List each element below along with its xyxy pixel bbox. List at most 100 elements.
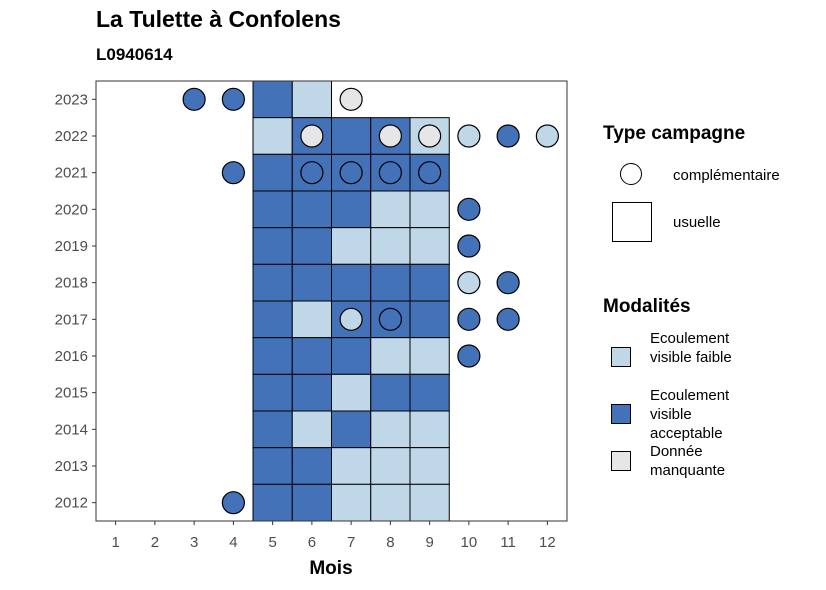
y-tick-label: 2016 bbox=[55, 348, 88, 365]
cell-2019-7-ecoulement-visible-faible bbox=[331, 227, 372, 265]
cell-2022-5-ecoulement-visible-faible bbox=[252, 117, 293, 155]
y-tick-label: 2015 bbox=[55, 385, 88, 402]
point-2020-10-ecoulement-visible-acceptable bbox=[457, 197, 481, 221]
cell-2018-6-ecoulement-visible-acceptable bbox=[291, 263, 332, 302]
chart-subtitle: L0940614 bbox=[96, 45, 173, 64]
point-2021-6-ecoulement-visible-acceptable bbox=[300, 161, 324, 185]
cell-2013-8-ecoulement-visible-faible bbox=[370, 447, 411, 485]
cell-2023-6-ecoulement-visible-faible bbox=[291, 80, 332, 119]
point-2022-6-donnee-manquante bbox=[300, 124, 324, 148]
y-tick-label: 2017 bbox=[55, 311, 88, 328]
cell-2014-9-ecoulement-visible-faible bbox=[409, 410, 450, 449]
point-2012-4-ecoulement-visible-acceptable bbox=[221, 491, 245, 515]
cell-2014-8-ecoulement-visible-faible bbox=[370, 410, 411, 449]
cell-2016-7-ecoulement-visible-acceptable bbox=[331, 337, 372, 375]
y-tick-label: 2014 bbox=[55, 421, 88, 438]
y-tick-label: 2022 bbox=[55, 128, 88, 145]
point-2023-3-ecoulement-visible-acceptable bbox=[182, 87, 206, 111]
y-tick-label: 2018 bbox=[55, 275, 88, 292]
x-tick-label: 6 bbox=[308, 534, 316, 551]
x-tick-label: 8 bbox=[386, 534, 394, 551]
cell-2016-8-ecoulement-visible-faible bbox=[370, 337, 411, 375]
point-2021-4-ecoulement-visible-acceptable bbox=[221, 161, 245, 185]
usuelle-cells bbox=[252, 80, 450, 522]
cell-2016-9-ecoulement-visible-faible bbox=[409, 337, 450, 375]
cell-2013-9-ecoulement-visible-faible bbox=[409, 447, 450, 485]
point-2023-7-donnee-manquante bbox=[339, 87, 363, 111]
cell-2016-6-ecoulement-visible-acceptable bbox=[291, 337, 332, 375]
legend-key-faible bbox=[611, 347, 631, 367]
x-tick-label: 2 bbox=[151, 534, 159, 551]
cell-2015-7-ecoulement-visible-faible bbox=[331, 373, 372, 412]
cell-2015-5-ecoulement-visible-acceptable bbox=[252, 373, 293, 412]
point-2022-12-ecoulement-visible-faible bbox=[535, 124, 559, 148]
point-2016-10-ecoulement-visible-acceptable bbox=[457, 344, 481, 368]
cell-2020-9-ecoulement-visible-faible bbox=[409, 190, 450, 229]
cell-2020-8-ecoulement-visible-faible bbox=[370, 190, 411, 229]
cell-2016-5-ecoulement-visible-acceptable bbox=[252, 337, 293, 375]
legend-type-title: Type campagne bbox=[603, 123, 746, 144]
y-tick-label: 2023 bbox=[55, 91, 88, 108]
y-axis: 2012 2013 2014 2015 2016 2017 2018 2019 2020 2021… bbox=[55, 91, 96, 512]
x-tick-label: 12 bbox=[539, 534, 556, 551]
legend-square-icon bbox=[612, 202, 652, 242]
cell-2020-6-ecoulement-visible-acceptable bbox=[291, 190, 332, 229]
cell-2014-6-ecoulement-visible-faible bbox=[291, 410, 332, 449]
point-2017-11-ecoulement-visible-acceptable bbox=[496, 307, 520, 331]
x-tick-label: 3 bbox=[190, 534, 198, 551]
legend-label-acceptable: Ecoulement visible acceptable bbox=[650, 387, 730, 442]
cell-2015-9-ecoulement-visible-acceptable bbox=[409, 373, 450, 412]
cell-2019-5-ecoulement-visible-acceptable bbox=[252, 227, 293, 265]
plot-panel-border bbox=[95, 80, 568, 522]
y-tick-label: 2021 bbox=[55, 165, 88, 182]
cell-2013-7-ecoulement-visible-faible bbox=[331, 447, 372, 485]
cell-2023-5-ecoulement-visible-acceptable bbox=[252, 80, 293, 119]
cell-2015-8-ecoulement-visible-acceptable bbox=[370, 373, 411, 412]
cell-2018-9-ecoulement-visible-acceptable bbox=[409, 263, 450, 302]
cell-2013-5-ecoulement-visible-acceptable bbox=[252, 447, 293, 485]
point-2017-7-ecoulement-visible-faible bbox=[339, 307, 363, 331]
x-tick-label: 4 bbox=[229, 534, 237, 551]
point-2018-10-ecoulement-visible-faible bbox=[457, 271, 481, 295]
cell-2014-5-ecoulement-visible-acceptable bbox=[252, 410, 293, 449]
cell-2012-7-ecoulement-visible-faible bbox=[331, 483, 372, 522]
cell-2012-8-ecoulement-visible-faible bbox=[370, 483, 411, 522]
x-tick-label: 5 bbox=[268, 534, 276, 551]
cell-2020-7-ecoulement-visible-acceptable bbox=[331, 190, 372, 229]
point-2018-11-ecoulement-visible-acceptable bbox=[496, 271, 520, 295]
legend-label-manquante: Donnée manquante bbox=[650, 443, 726, 479]
cell-2019-6-ecoulement-visible-acceptable bbox=[291, 227, 332, 265]
legend-key-acceptable bbox=[611, 404, 631, 424]
cell-2014-7-ecoulement-visible-acceptable bbox=[331, 410, 372, 449]
x-tick-label: 1 bbox=[111, 534, 119, 551]
cell-2020-5-ecoulement-visible-acceptable bbox=[252, 190, 293, 229]
x-tick-label: 9 bbox=[425, 534, 433, 551]
point-2023-4-ecoulement-visible-acceptable bbox=[221, 87, 245, 111]
cell-2019-8-ecoulement-visible-faible bbox=[370, 227, 411, 265]
point-2021-9-ecoulement-visible-acceptable bbox=[418, 161, 442, 185]
point-2021-8-ecoulement-visible-acceptable bbox=[378, 161, 402, 185]
cell-2018-5-ecoulement-visible-acceptable bbox=[252, 263, 293, 302]
cell-2018-7-ecoulement-visible-acceptable bbox=[331, 263, 372, 302]
x-axis: 1 2 3 4 5 6 7 8 9 10 11 12 bbox=[111, 521, 556, 551]
point-2017-8-ecoulement-visible-acceptable bbox=[378, 307, 402, 331]
cell-2015-6-ecoulement-visible-acceptable bbox=[291, 373, 332, 412]
cell-2018-8-ecoulement-visible-acceptable bbox=[370, 263, 411, 302]
legend-circle-icon bbox=[620, 163, 642, 185]
chart-title: La Tulette à Confolens bbox=[96, 6, 341, 32]
point-2022-9-donnee-manquante bbox=[418, 124, 442, 148]
point-2022-11-ecoulement-visible-acceptable bbox=[496, 124, 520, 148]
cell-2017-5-ecoulement-visible-acceptable bbox=[252, 300, 293, 339]
point-2019-10-ecoulement-visible-acceptable bbox=[457, 234, 481, 258]
cell-2012-9-ecoulement-visible-faible bbox=[409, 483, 450, 522]
cell-2013-6-ecoulement-visible-acceptable bbox=[291, 447, 332, 485]
cell-2017-6-ecoulement-visible-faible bbox=[291, 300, 332, 339]
y-tick-label: 2012 bbox=[55, 495, 88, 512]
point-2022-8-donnee-manquante bbox=[378, 124, 402, 148]
point-2022-10-ecoulement-visible-faible bbox=[457, 124, 481, 148]
cell-2022-7-ecoulement-visible-acceptable bbox=[331, 117, 372, 155]
y-tick-label: 2020 bbox=[55, 201, 88, 218]
legend-key-manquante bbox=[611, 451, 631, 471]
x-tick-label: 11 bbox=[500, 534, 516, 551]
cell-2021-5-ecoulement-visible-acceptable bbox=[252, 153, 293, 192]
